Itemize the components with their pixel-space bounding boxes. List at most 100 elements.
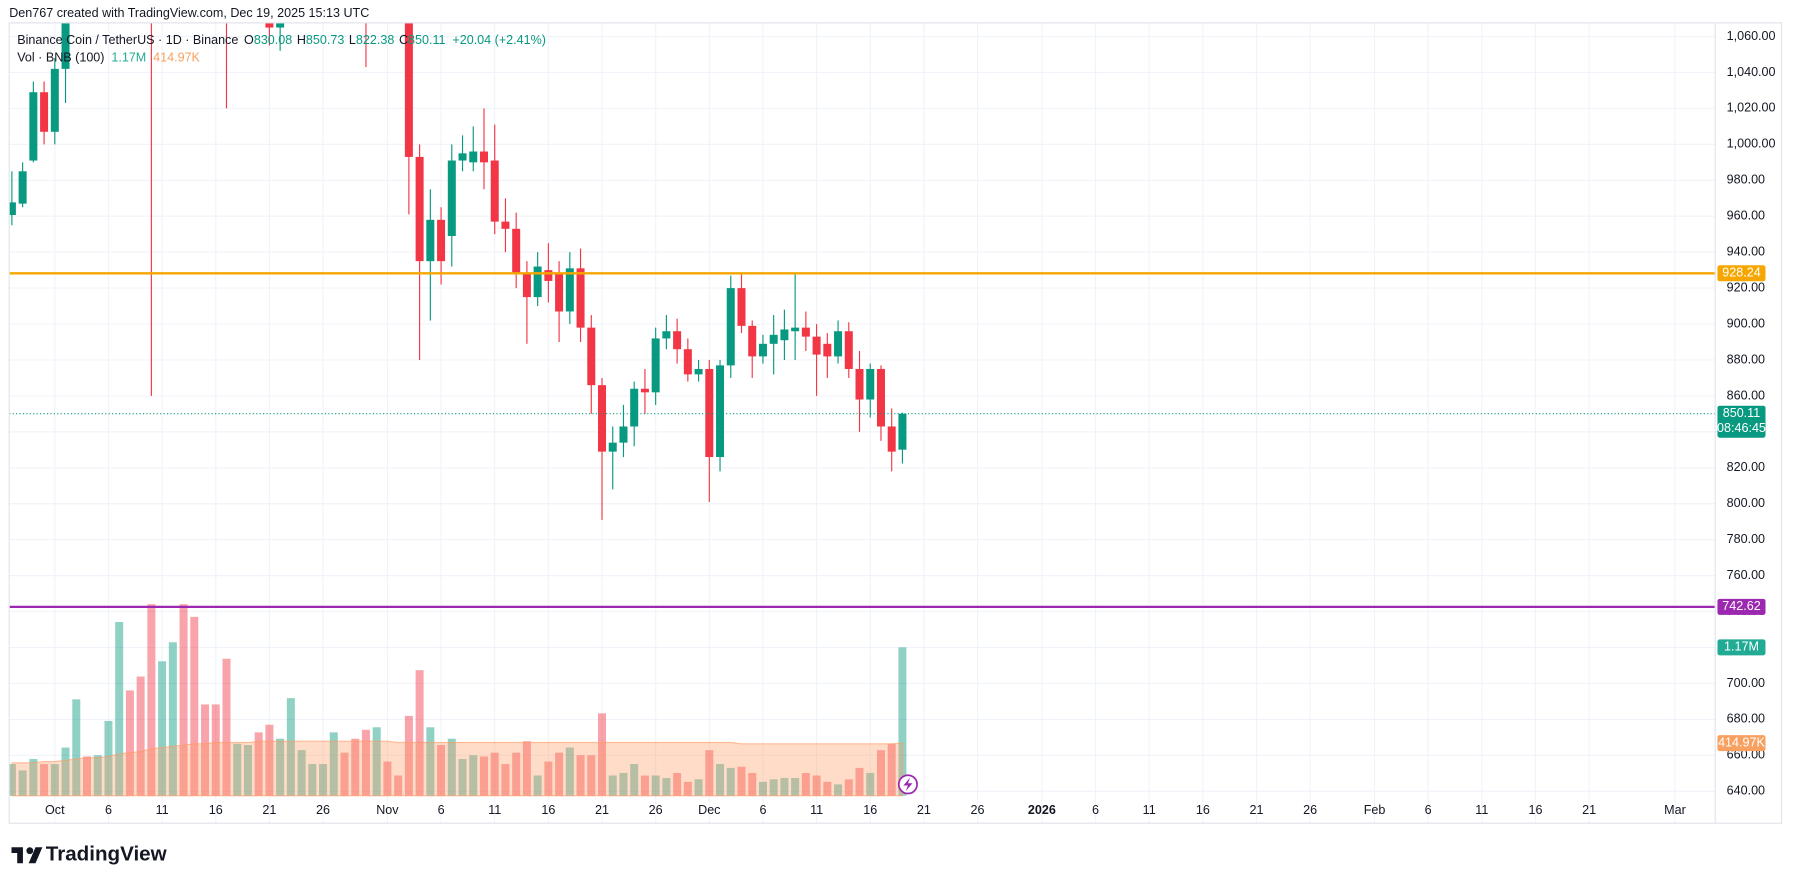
x-tick-label: 16 (863, 803, 877, 817)
y-tick-label: 1,060.00 (1727, 29, 1776, 43)
volume-bar (426, 727, 435, 796)
volume-bar (791, 778, 800, 796)
volume-bar (383, 761, 392, 796)
volume-bar (286, 698, 295, 796)
volume-bar (737, 766, 746, 796)
volume-bar (265, 724, 274, 796)
volume-bar (608, 775, 617, 796)
plot-area (9, 22, 1716, 797)
candle-body (651, 338, 660, 393)
ohlc-key: L (349, 33, 356, 47)
y-tick-label: 1,040.00 (1727, 65, 1776, 79)
volume-bar (855, 767, 864, 796)
volume-bar (780, 778, 789, 796)
volume-bar (233, 743, 242, 796)
volume-bar (308, 764, 317, 796)
volume-value: 1.17M (111, 51, 146, 65)
x-tick-label: 6 (105, 803, 112, 817)
x-tick-label: 21 (917, 803, 931, 817)
candle-body (683, 349, 692, 375)
candle-body (855, 368, 864, 400)
candle-body (415, 156, 424, 262)
candle-body (469, 151, 478, 163)
change: +20.04 (+2.41%) (452, 33, 546, 47)
y-tick-label: 920.00 (1727, 280, 1765, 294)
volume-bar (565, 747, 574, 796)
ohlc-value: 850.11 (408, 33, 446, 47)
volume-bar (72, 699, 81, 796)
volume-bar (437, 745, 446, 796)
volume-bar (351, 738, 360, 796)
volume-ma-value: 414.97K (153, 51, 200, 65)
x-tick-label: 6 (1425, 803, 1432, 817)
volume-bar (93, 755, 102, 796)
candle-body (748, 325, 757, 357)
x-tick-label: 16 (209, 803, 223, 817)
x-tick-label: 26 (971, 803, 985, 817)
volume-bar (50, 764, 59, 796)
candle-body (522, 273, 531, 298)
legend-volume: Vol · BNB (100) 1.17M 414.97K (17, 51, 200, 65)
volume-bar (458, 759, 467, 796)
y-tick-label: 900.00 (1727, 316, 1765, 330)
volume-bar (158, 661, 167, 796)
y-tick-label: 640.00 (1727, 784, 1765, 798)
ohlc-key: H (297, 33, 306, 47)
x-tick-label: Oct (45, 803, 65, 817)
y-tick-label: 820.00 (1727, 460, 1765, 474)
volume-bar (630, 764, 639, 796)
volume-bar (555, 752, 564, 796)
candle-body (265, 22, 274, 28)
y-tick-label: 760.00 (1727, 568, 1765, 582)
candle-body (887, 426, 896, 452)
volume-bar (716, 764, 725, 796)
horizontal-line-label: 742.62 (1722, 599, 1760, 613)
volume-bar (866, 772, 875, 796)
horizontal-line-label: 928.24 (1722, 266, 1760, 280)
volume-bar (18, 770, 27, 796)
candle-body (866, 368, 875, 400)
candle-body (769, 334, 778, 344)
volume-label-box (1717, 639, 1766, 656)
volume-bar (147, 604, 156, 796)
volume-bar (243, 745, 252, 796)
volume-bar (211, 704, 220, 796)
candle-body (587, 327, 596, 386)
horizontal-line-label-box (1717, 265, 1766, 282)
candle-body (716, 365, 725, 458)
volume-bar (801, 772, 810, 796)
volume-bar (254, 732, 263, 796)
volume-bar (834, 784, 843, 796)
x-tick-label: 2026 (1028, 803, 1056, 817)
volume-bar (876, 750, 885, 796)
x-tick-label: 26 (1303, 803, 1317, 817)
candle-body (705, 368, 714, 458)
volume-bar (82, 756, 92, 796)
volume-bar (705, 750, 714, 796)
x-tick-label: Mar (1664, 803, 1686, 817)
candle-body (791, 327, 800, 332)
ohlc-value: 822.38 (356, 33, 394, 47)
volume-bar (9, 764, 16, 796)
ohlc-key: C (399, 33, 408, 47)
y-tick-label: 1,020.00 (1727, 101, 1776, 115)
y-tick-label: 660.00 (1727, 748, 1765, 762)
candle-body (565, 268, 574, 312)
candle-body (694, 368, 703, 375)
volume-bar (598, 713, 607, 796)
y-tick-label: 1,000.00 (1727, 137, 1776, 151)
candle-body (834, 331, 843, 357)
volume-bar (340, 752, 349, 796)
candle-body (479, 151, 488, 163)
volume-bar (276, 738, 285, 796)
candle-body (544, 270, 553, 281)
candle-body (598, 385, 607, 452)
volume-bar (297, 750, 306, 796)
grid (9, 22, 1716, 824)
legend-main: Binance Coin / TetherUS · 1D · Binance O8… (17, 33, 546, 47)
volume-bar (533, 775, 542, 796)
volume-bar (662, 778, 671, 796)
candle-body (576, 268, 585, 328)
x-tick-label: 11 (1143, 803, 1156, 817)
volume-bar (619, 772, 628, 796)
